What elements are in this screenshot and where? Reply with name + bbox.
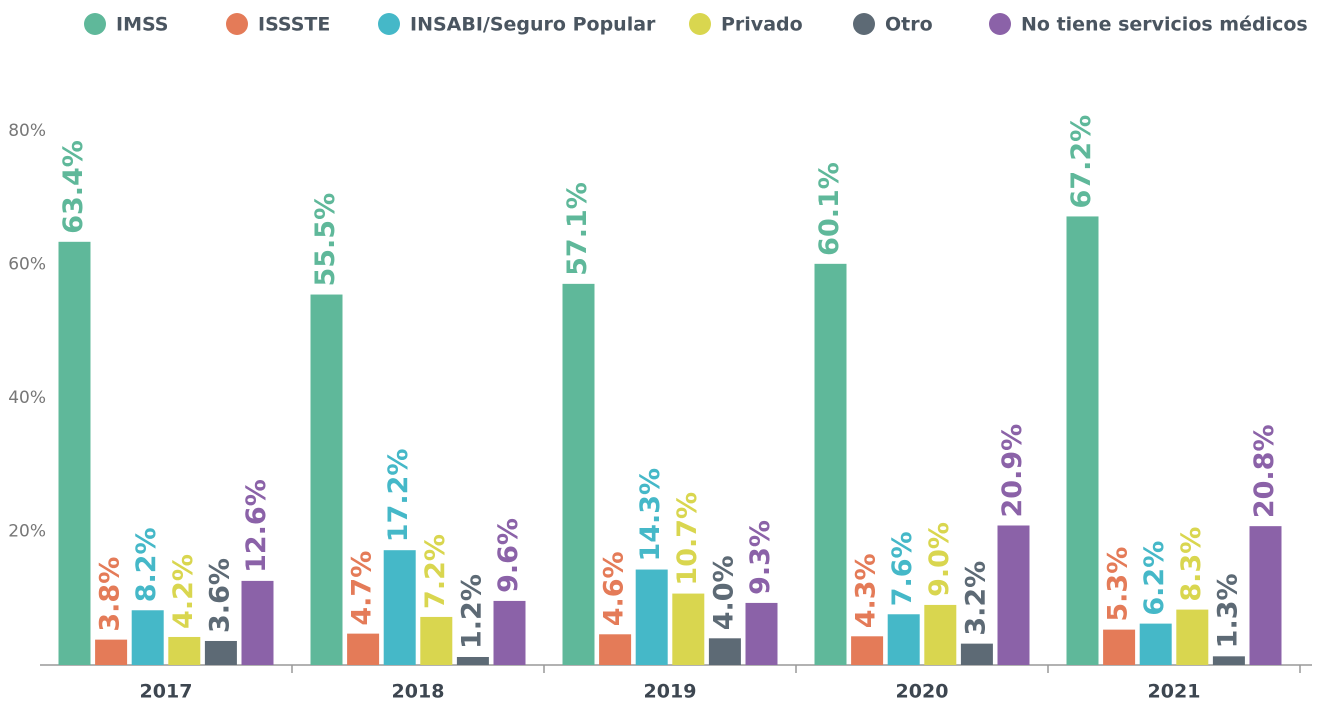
- bar: [58, 241, 91, 665]
- data-label: 55.5%: [310, 193, 341, 287]
- data-label: 9.3%: [745, 520, 776, 595]
- data-label: 8.2%: [131, 527, 162, 602]
- data-label: 14.3%: [635, 468, 666, 562]
- data-label: 20.9%: [997, 424, 1028, 518]
- data-label: 3.8%: [95, 557, 126, 632]
- bar: [1176, 609, 1209, 665]
- data-label: 4.0%: [708, 555, 739, 630]
- data-label: 5.3%: [1103, 547, 1134, 622]
- data-label: 9.0%: [924, 522, 955, 597]
- bar: [960, 643, 993, 665]
- bar: [347, 633, 380, 665]
- y-tick-label: 80%: [8, 121, 46, 141]
- data-label: 7.6%: [887, 531, 918, 606]
- data-label: 20.8%: [1249, 424, 1280, 518]
- bar: [310, 294, 343, 665]
- bar: [708, 638, 741, 665]
- bar: [635, 569, 668, 665]
- legend-label: Privado: [721, 14, 803, 36]
- bar: [493, 600, 526, 665]
- data-label: 3.6%: [204, 558, 235, 633]
- bar: [131, 610, 164, 665]
- bar: [887, 614, 920, 665]
- y-tick-label: 60%: [8, 255, 46, 275]
- bar: [745, 602, 778, 665]
- data-label: 12.6%: [241, 479, 272, 573]
- data-label: 60.1%: [814, 162, 845, 256]
- data-label: 8.3%: [1176, 527, 1207, 602]
- bar: [1139, 623, 1172, 665]
- data-label: 6.2%: [1139, 541, 1170, 616]
- bar: [924, 604, 957, 665]
- x-tick-label: 2021: [1148, 681, 1201, 702]
- bar: [204, 640, 237, 665]
- bar: [997, 525, 1030, 665]
- legend-marker: [989, 13, 1011, 35]
- data-label: 1.3%: [1212, 573, 1243, 648]
- data-label: 1.2%: [456, 574, 487, 649]
- data-label: 10.7%: [672, 492, 703, 586]
- y-tick-label: 20%: [8, 522, 46, 542]
- y-tick-label: 40%: [8, 388, 46, 408]
- data-label: 9.6%: [493, 518, 524, 593]
- data-label: 4.6%: [599, 551, 630, 626]
- data-label: 4.7%: [347, 551, 378, 626]
- bar: [241, 580, 274, 665]
- bar: [1249, 526, 1282, 665]
- data-label: 63.4%: [58, 140, 89, 234]
- x-tick-label: 2018: [392, 681, 445, 702]
- bar: [599, 634, 632, 665]
- data-label: 4.3%: [851, 553, 882, 628]
- bar: [672, 593, 705, 665]
- legend-label: ISSSTE: [258, 14, 330, 36]
- legend-marker: [226, 13, 248, 35]
- bar: [1212, 656, 1245, 665]
- x-tick-label: 2017: [140, 681, 193, 702]
- x-tick-label: 2019: [644, 681, 697, 702]
- data-label: 3.2%: [960, 561, 991, 636]
- legend-marker: [689, 13, 711, 35]
- bar: [383, 550, 416, 665]
- data-label: 17.2%: [383, 449, 414, 543]
- legend-marker: [378, 13, 400, 35]
- data-label: 7.2%: [420, 534, 451, 609]
- bar: [168, 636, 201, 665]
- legend-label: IMSS: [116, 14, 169, 36]
- legend-label: No tiene servicios médicos: [1021, 14, 1308, 36]
- data-label: 57.1%: [562, 182, 593, 276]
- bar: [420, 616, 453, 665]
- legend-label: INSABI/Seguro Popular: [410, 14, 656, 36]
- bar: [456, 656, 489, 665]
- bar: [562, 283, 595, 665]
- legend-marker: [84, 13, 106, 35]
- legend-label: Otro: [885, 14, 933, 36]
- bar: [95, 639, 128, 665]
- data-label: 4.2%: [168, 554, 199, 629]
- data-label: 67.2%: [1066, 115, 1097, 209]
- bar: [851, 636, 884, 665]
- bar: [1066, 216, 1099, 665]
- legend-marker: [853, 13, 875, 35]
- bar: [814, 263, 847, 665]
- x-tick-label: 2020: [896, 681, 949, 702]
- bar: [1103, 629, 1136, 665]
